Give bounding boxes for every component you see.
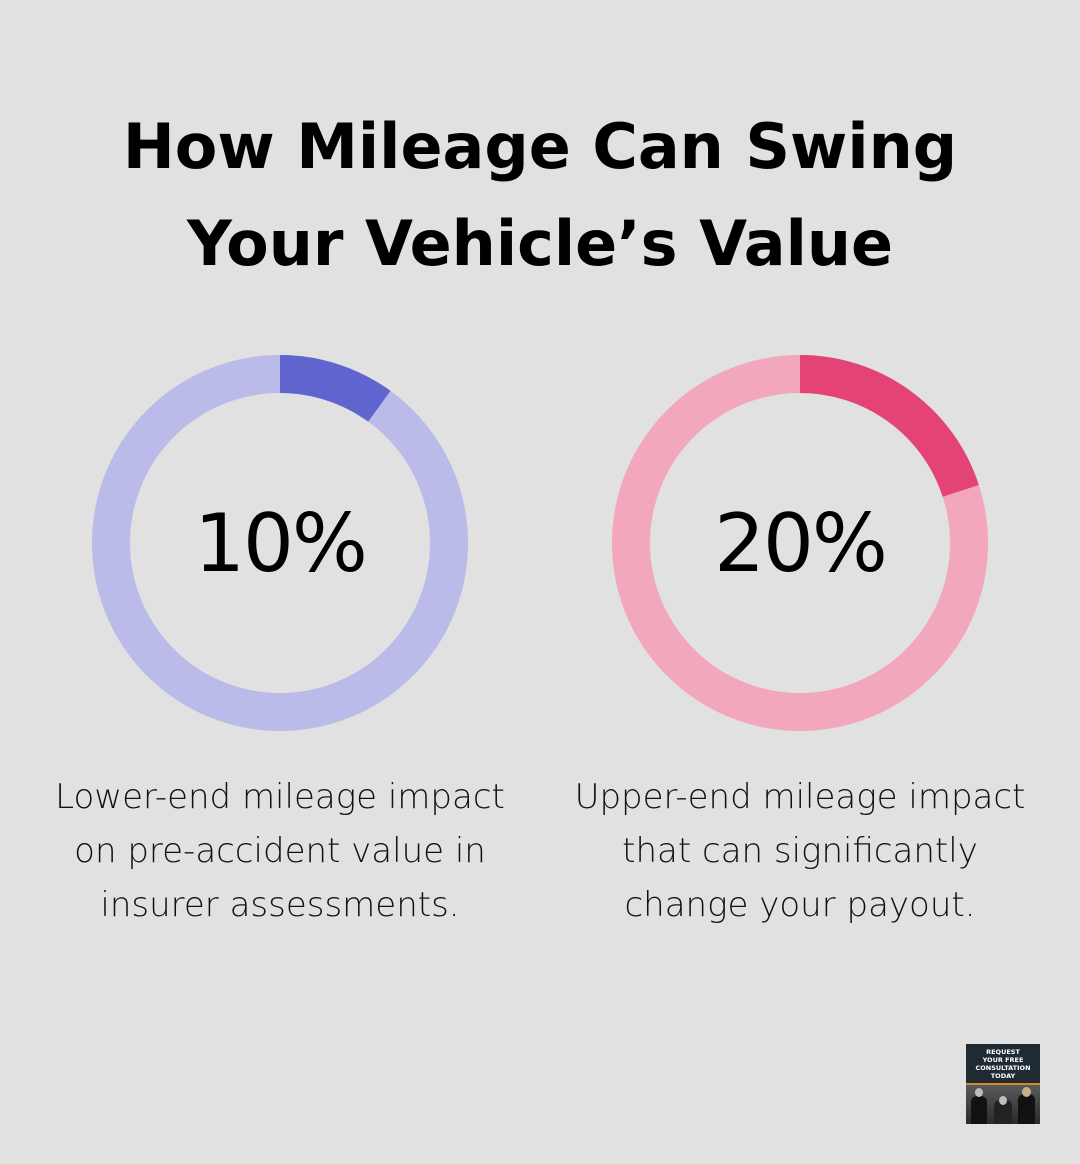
donut-chart-low: 10%	[92, 355, 468, 731]
donut-chart-high: 20%	[612, 355, 988, 731]
stat-value-high: 20%	[714, 496, 888, 590]
description-line: insurer assessments.	[100, 885, 460, 925]
description-line: change your payout.	[624, 885, 976, 925]
cta-line: TODAY	[990, 1072, 1016, 1080]
title-line-2: Your Vehicle’s Value	[186, 207, 894, 280]
cta-divider	[966, 1083, 1040, 1085]
cta-line: CONSULTATION	[975, 1064, 1031, 1072]
donut-ring-low	[92, 355, 468, 731]
stat-value-low: 10%	[194, 496, 368, 590]
cta-line: REQUEST	[986, 1048, 1020, 1056]
stat-description-low: Lower-end mileage impact on pre-accident…	[20, 770, 540, 932]
team-photo	[966, 1085, 1040, 1124]
donut-ring-high	[612, 355, 988, 731]
consultation-cta-badge[interactable]: REQUEST YOUR FREE CONSULTATION TODAY	[966, 1044, 1040, 1124]
page-title: How Mileage Can Swing Your Vehicle’s Val…	[0, 98, 1080, 292]
description-line: Upper-end mileage impact	[574, 777, 1026, 817]
stat-description-high: Upper-end mileage impact that can signif…	[540, 770, 1060, 932]
description-line: on pre-accident value in	[74, 831, 486, 871]
cta-text: REQUEST YOUR FREE CONSULTATION TODAY	[966, 1044, 1040, 1083]
description-line: Lower-end mileage impact	[55, 777, 505, 817]
cta-line: YOUR FREE	[982, 1056, 1024, 1064]
description-line: that can significantly	[622, 831, 978, 871]
title-line-1: How Mileage Can Swing	[122, 110, 958, 183]
